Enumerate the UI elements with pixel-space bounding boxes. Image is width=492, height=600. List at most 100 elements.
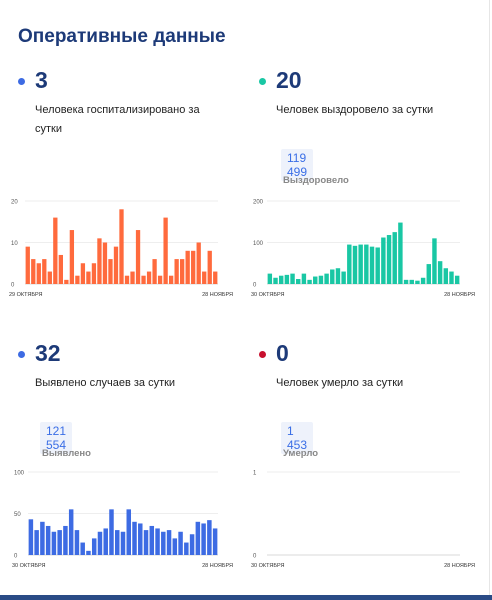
bar (184, 542, 189, 555)
x-start-label: 30 ОКТЯБРЯ (251, 292, 284, 298)
x-end-label: 28 НОЯБРЯ (202, 292, 233, 298)
bar (124, 275, 130, 284)
total-badge: 119 499 (281, 149, 314, 181)
bar (174, 259, 179, 284)
bar (113, 246, 119, 284)
bar (189, 534, 195, 555)
bar (196, 242, 201, 284)
bar (114, 530, 120, 555)
bar (74, 530, 80, 555)
bar (207, 250, 212, 284)
bar (296, 279, 301, 284)
bar (318, 275, 324, 284)
bar (28, 519, 34, 555)
bar (313, 276, 318, 284)
bar (161, 531, 166, 555)
bar (398, 222, 403, 284)
x-start-label: 29 ОКТЯБРЯ (9, 292, 42, 298)
bar (392, 232, 397, 284)
y-tick-label: 100 (14, 471, 25, 477)
bar (335, 268, 341, 284)
y-tick-label: 100 (253, 241, 264, 247)
y-tick-label: 0 (14, 554, 18, 560)
bar (157, 275, 163, 284)
bar (166, 530, 172, 555)
bar (69, 230, 75, 284)
bar (191, 250, 196, 284)
total-label: Выздоровело (283, 175, 349, 186)
stat-value: 32 (35, 340, 61, 366)
bar (369, 246, 375, 284)
bar (307, 279, 312, 284)
bar (352, 245, 358, 284)
y-tick-label: 20 (11, 200, 18, 206)
bar (168, 275, 174, 284)
bar (212, 528, 218, 555)
bar (301, 273, 307, 284)
bar (152, 259, 157, 284)
bar (68, 509, 74, 555)
bar (364, 244, 369, 284)
bar (375, 247, 380, 284)
bar (202, 271, 207, 284)
bar (409, 279, 414, 284)
bar (146, 271, 152, 284)
y-tick-label: 0 (253, 283, 257, 289)
bar (449, 271, 454, 284)
bar (126, 509, 132, 555)
bar (109, 509, 114, 555)
bar (207, 520, 212, 555)
total-badge: 121 554 (40, 422, 73, 454)
bar (273, 277, 278, 284)
bar (195, 521, 201, 555)
stat-label: Человек выздоровело за сутки (276, 104, 434, 116)
stat-label: Выявлено случаев за сутки (35, 377, 176, 389)
y-tick-label: 0 (253, 554, 257, 560)
bar (172, 538, 178, 555)
bar (426, 264, 431, 284)
bar (143, 530, 149, 555)
bar (102, 242, 108, 284)
x-end-label: 28 НОЯБРЯ (202, 563, 233, 569)
bar (324, 273, 329, 284)
total-label: Умерло (283, 448, 319, 459)
bar (80, 542, 85, 555)
x-end-label: 28 НОЯБРЯ (444, 563, 475, 569)
bar (290, 273, 295, 284)
bar (120, 531, 126, 555)
bar (201, 523, 206, 555)
bar (103, 528, 108, 555)
bar (213, 271, 218, 284)
bar (454, 275, 460, 284)
y-tick-label: 200 (253, 200, 264, 206)
x-start-label: 30 ОКТЯБРЯ (12, 563, 45, 569)
bar (180, 259, 185, 284)
bar (42, 259, 47, 284)
bar (358, 244, 363, 284)
bar (403, 279, 409, 284)
bar (97, 531, 103, 555)
bar (381, 237, 386, 284)
red-dot-icon (259, 351, 266, 358)
y-tick-label: 50 (14, 512, 21, 518)
bar (58, 254, 63, 284)
bar (386, 235, 392, 284)
bar (47, 271, 52, 284)
bar (91, 263, 97, 284)
bar (141, 275, 146, 284)
y-tick-label: 10 (11, 241, 18, 247)
bar (45, 525, 51, 555)
bar (347, 244, 352, 284)
bar (119, 209, 124, 284)
bar (75, 275, 80, 284)
total-badge: 1 453 (281, 422, 314, 454)
bar (178, 531, 183, 555)
bar (130, 271, 135, 284)
y-tick-label: 0 (11, 283, 15, 289)
bar (36, 263, 41, 284)
teal-dot-icon (259, 78, 266, 85)
bar (185, 250, 190, 284)
bar (97, 238, 102, 284)
bar (86, 271, 91, 284)
